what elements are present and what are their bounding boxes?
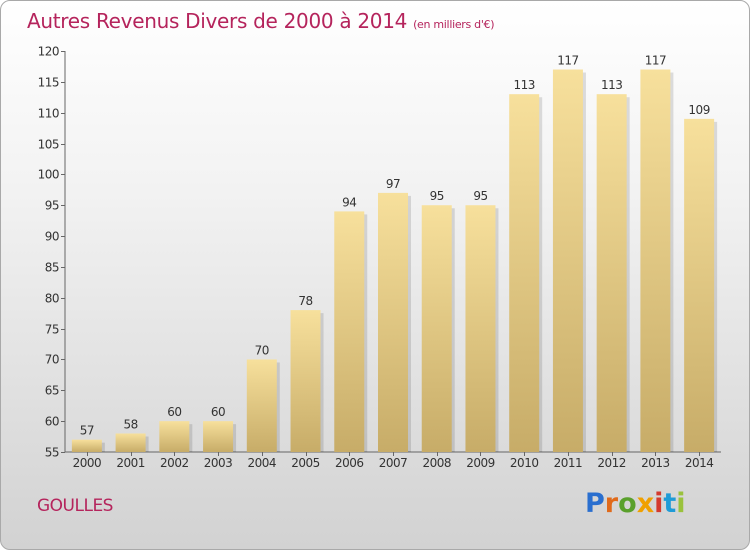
bar bbox=[421, 205, 452, 452]
x-tick-label: 2000 bbox=[73, 456, 102, 470]
x-tick-label: 2005 bbox=[291, 456, 320, 470]
data-label: 94 bbox=[342, 195, 356, 209]
bar bbox=[159, 421, 190, 452]
bar bbox=[246, 359, 277, 452]
chart-title-unit: (en milliers d'€) bbox=[413, 18, 495, 31]
x-tick-label: 2003 bbox=[204, 456, 233, 470]
y-tick-label: 65 bbox=[45, 384, 59, 398]
x-tick-label: 2011 bbox=[554, 456, 583, 470]
logo-letter: r bbox=[604, 488, 619, 519]
y-tick-label: 60 bbox=[45, 415, 59, 429]
bar bbox=[71, 439, 102, 452]
chart-bars bbox=[71, 69, 718, 452]
logo-letter: t bbox=[663, 488, 677, 519]
logo-letter: i bbox=[654, 488, 664, 519]
bar bbox=[684, 118, 715, 452]
data-label: 117 bbox=[645, 54, 666, 68]
y-tick-label: 110 bbox=[38, 107, 59, 121]
x-tick-label: 2002 bbox=[160, 456, 189, 470]
x-tick-label: 2012 bbox=[597, 456, 626, 470]
data-label: 58 bbox=[123, 417, 137, 431]
data-label: 97 bbox=[386, 177, 400, 191]
logo-letter: P bbox=[585, 488, 605, 519]
data-label: 109 bbox=[688, 103, 709, 117]
data-label: 113 bbox=[601, 78, 622, 92]
data-label: 57 bbox=[80, 424, 94, 438]
proxiti-logo: Proxiti bbox=[585, 488, 686, 519]
x-tick-label: 2001 bbox=[116, 456, 145, 470]
bar bbox=[552, 69, 583, 452]
y-tick-label: 55 bbox=[45, 446, 59, 460]
y-tick-label: 75 bbox=[45, 323, 59, 337]
data-label: 60 bbox=[167, 405, 181, 419]
chart-labels: 2000 57 2001 58 2002 60 2003 60 2004 70 2005 78 2006… bbox=[73, 54, 714, 470]
bar bbox=[334, 211, 365, 452]
x-tick-label: 2008 bbox=[422, 456, 451, 470]
chart-title: Autres Revenus Divers de 2000 à 2014 (en … bbox=[27, 9, 495, 33]
data-label: 117 bbox=[557, 54, 578, 68]
x-tick-label: 2013 bbox=[641, 456, 670, 470]
bar bbox=[290, 310, 321, 452]
data-label: 60 bbox=[211, 405, 225, 419]
x-tick-label: 2006 bbox=[335, 456, 364, 470]
bar bbox=[378, 192, 408, 452]
y-tick-label: 80 bbox=[45, 292, 59, 306]
bar bbox=[509, 94, 540, 452]
data-label: 70 bbox=[255, 343, 269, 357]
y-tick-label: 85 bbox=[45, 261, 59, 275]
data-label: 113 bbox=[513, 78, 534, 92]
y-tick-label: 100 bbox=[38, 168, 59, 182]
bar bbox=[465, 205, 496, 452]
x-tick-label: 2009 bbox=[466, 456, 495, 470]
y-tick-label: 120 bbox=[38, 45, 59, 59]
chart-axes: 55 60 65 70 75 80 85 90 95 100 105 110 115 120 bbox=[38, 45, 721, 460]
x-tick-label: 2014 bbox=[685, 456, 714, 470]
x-tick-label: 2004 bbox=[248, 456, 277, 470]
x-tick-label: 2007 bbox=[379, 456, 408, 470]
bar bbox=[596, 94, 627, 452]
x-tick-label: 2010 bbox=[510, 456, 539, 470]
bar bbox=[203, 421, 234, 452]
y-tick-label: 95 bbox=[45, 199, 59, 213]
logo-letter: o bbox=[618, 488, 637, 519]
bar bbox=[115, 433, 146, 452]
logo-letter: i bbox=[676, 488, 686, 519]
chart-title-text: Autres Revenus Divers de 2000 à 2014 bbox=[27, 9, 408, 33]
data-label: 95 bbox=[430, 189, 444, 203]
bar bbox=[640, 69, 671, 452]
y-tick-label: 105 bbox=[38, 138, 59, 152]
y-tick-label: 70 bbox=[45, 353, 59, 367]
y-tick-label: 90 bbox=[45, 230, 59, 244]
logo-letter: x bbox=[636, 488, 655, 519]
data-label: 95 bbox=[473, 189, 487, 203]
data-label: 78 bbox=[298, 294, 312, 308]
y-tick-label: 115 bbox=[38, 76, 59, 90]
place-name: GOULLES bbox=[37, 496, 113, 516]
